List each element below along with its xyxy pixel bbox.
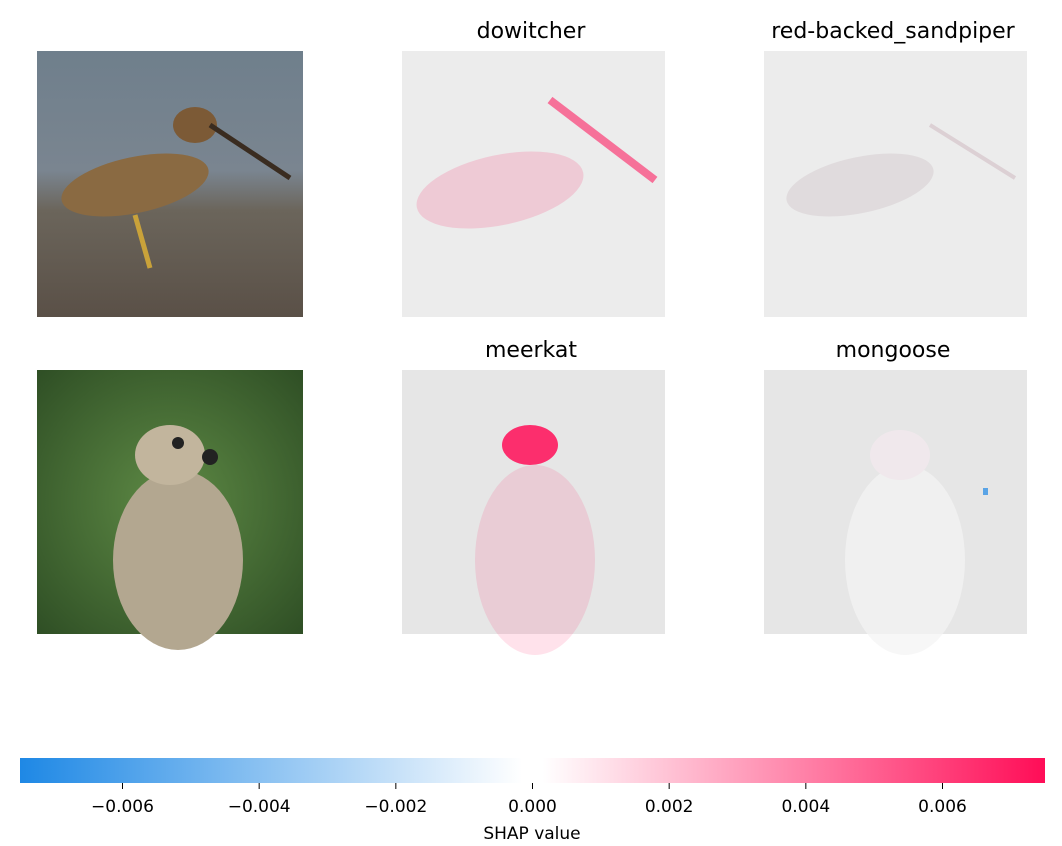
shap-map [764, 370, 1027, 655]
x-tick-label: 0.002 [645, 797, 694, 817]
panel-title: mongoose [836, 338, 951, 363]
x-tick-label: 0.000 [508, 797, 557, 817]
input-image [37, 51, 303, 317]
shap-map [402, 370, 665, 655]
x-tick-label: 0.004 [781, 797, 830, 817]
colorbar [20, 758, 1045, 783]
x-tick-label: −0.006 [91, 797, 154, 817]
shap-map [402, 51, 665, 317]
input-image [37, 370, 303, 650]
shap-map [764, 51, 1027, 317]
axis-label: SHAP value [483, 824, 580, 842]
panel-title: red-backed_sandpiper [771, 19, 1015, 44]
panel-title: meerkat [485, 338, 577, 363]
x-tick-label: −0.004 [228, 797, 291, 817]
panel-title: dowitcher [477, 19, 587, 44]
x-tick-label: −0.002 [364, 797, 427, 817]
x-tick-label: 0.006 [918, 797, 967, 817]
